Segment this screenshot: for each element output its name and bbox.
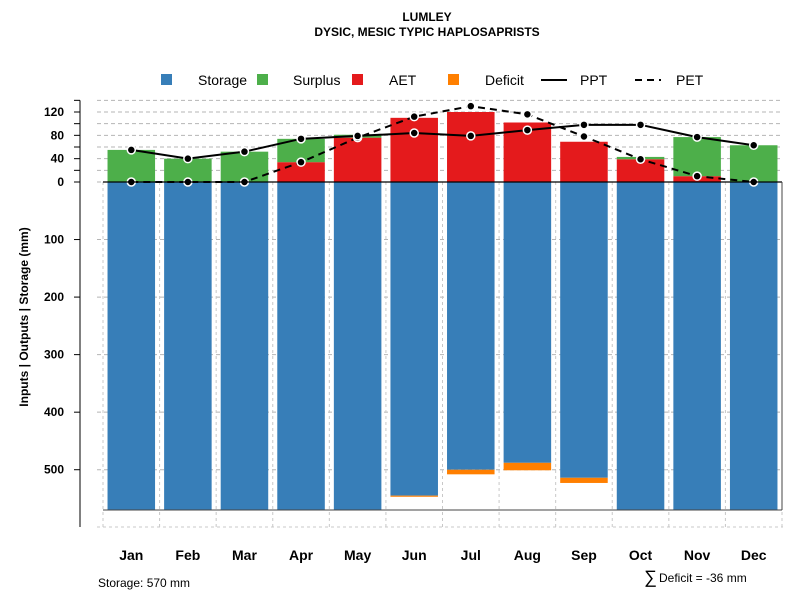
storage-bar-jun xyxy=(390,182,438,496)
y-tick-label: 80 xyxy=(51,128,65,142)
deficit-bar-jun xyxy=(390,495,438,497)
legend-label-ppt: PPT xyxy=(580,72,608,88)
storage-bar-nov xyxy=(673,182,721,510)
storage-bar-mar xyxy=(220,182,269,510)
x-tick-label-mar: Mar xyxy=(232,547,257,563)
y-tick-label: 0 xyxy=(57,175,64,189)
legend-label-storage: Storage xyxy=(198,72,247,88)
storage-bar-jul xyxy=(447,182,495,470)
pet-point-apr xyxy=(296,157,306,167)
ppt-point-aug xyxy=(522,125,533,135)
deficit-bar-aug xyxy=(503,462,552,471)
y-tick-label: 400 xyxy=(44,405,64,419)
ppt-point-jul xyxy=(466,131,476,141)
x-tick-label-apr: Apr xyxy=(289,547,314,563)
y-tick-label: 500 xyxy=(44,463,64,477)
pet-point-aug xyxy=(522,109,533,120)
storage-bar-aug xyxy=(503,182,552,463)
x-tick-label-jun: Jun xyxy=(402,547,427,563)
bars xyxy=(107,112,778,510)
y-tick-label: 300 xyxy=(44,348,64,362)
legend-swatch-aet xyxy=(352,74,363,85)
legend-swatch-storage xyxy=(161,74,172,85)
storage-bar-feb xyxy=(164,182,212,510)
x-tick-label-jan: Jan xyxy=(119,547,143,563)
legend-label-deficit: Deficit xyxy=(485,72,524,88)
aet-bar-jun xyxy=(390,117,438,182)
surplus-bar-jan xyxy=(107,149,156,182)
axes: 0 40 80 120 100 200 300 400 500 Jan Feb Mar Apr May Ju… xyxy=(44,99,783,563)
legend-swatch-surplus xyxy=(257,74,268,85)
legend-label-pet: PET xyxy=(676,72,704,88)
storage-bar-jan xyxy=(107,182,156,510)
ppt-point-jun xyxy=(409,128,419,138)
x-tick-label-dec: Dec xyxy=(741,547,767,563)
ppt-point-dec xyxy=(748,140,759,150)
y-tick-label: 120 xyxy=(44,105,64,119)
aet-bar-jul xyxy=(447,112,495,182)
deficit-total: Deficit = -36 mm xyxy=(659,571,747,585)
x-tick-label-sep: Sep xyxy=(571,547,597,563)
aet-bar-sep xyxy=(560,141,608,182)
x-tick-label-aug: Aug xyxy=(514,547,541,563)
x-tick-label-nov: Nov xyxy=(684,547,711,563)
x-tick-label-may: May xyxy=(344,547,371,563)
pet-point-sep xyxy=(579,131,589,142)
ppt-point-oct xyxy=(635,120,646,130)
surplus-bar-dec xyxy=(729,145,778,182)
pet-point-nov xyxy=(692,171,702,181)
deficit-bar-sep xyxy=(560,477,608,483)
storage-bar-apr xyxy=(277,182,325,510)
surplus-bar-feb xyxy=(164,158,212,182)
surplus-bar-nov xyxy=(673,137,721,177)
ppt-point-jan xyxy=(126,145,137,155)
surplus-bar-mar xyxy=(220,151,269,182)
pet-point-jun xyxy=(409,111,419,122)
legend-swatch-deficit xyxy=(448,74,459,85)
storage-footnote: Storage: 570 mm xyxy=(98,576,190,590)
lines xyxy=(126,101,759,187)
pet-point-oct xyxy=(635,154,646,164)
y-tick-label: 100 xyxy=(44,233,64,247)
chart-subtitle: DYSIC, MESIC TYPIC HAPLOSAPRISTS xyxy=(314,25,539,39)
x-tick-label-feb: Feb xyxy=(175,547,200,563)
deficit-bar-jul xyxy=(447,469,495,475)
x-tick-label-oct: Oct xyxy=(629,547,653,563)
pet-point-jul xyxy=(466,101,476,111)
ppt-point-may xyxy=(352,131,363,141)
sum-symbol: ∑ xyxy=(644,567,657,587)
x-tick-label-jul: Jul xyxy=(461,547,481,563)
ppt-point-nov xyxy=(692,132,702,142)
legend-label-aet: AET xyxy=(389,72,417,88)
ppt-point-mar xyxy=(239,146,250,157)
y-tick-label: 200 xyxy=(44,290,64,304)
y-tick-label: 40 xyxy=(51,152,65,166)
chart-title: LUMLEY xyxy=(402,10,451,24)
pet-line xyxy=(131,105,754,183)
storage-bar-sep xyxy=(560,182,608,478)
ppt-point-feb xyxy=(183,153,193,164)
legend-label-surplus: Surplus xyxy=(293,72,340,88)
storage-bar-oct xyxy=(616,182,665,510)
storage-bar-may xyxy=(333,182,382,510)
aet-bar-oct xyxy=(616,159,665,182)
legend: Storage Surplus AET Deficit PPT PET xyxy=(161,72,704,88)
ppt-point-sep xyxy=(579,120,589,130)
ppt-point-apr xyxy=(296,134,306,144)
storage-bar-dec xyxy=(729,182,778,510)
y-axis-label: Inputs | Outputs | Storage (mm) xyxy=(17,227,31,406)
ppt-line xyxy=(131,123,754,160)
